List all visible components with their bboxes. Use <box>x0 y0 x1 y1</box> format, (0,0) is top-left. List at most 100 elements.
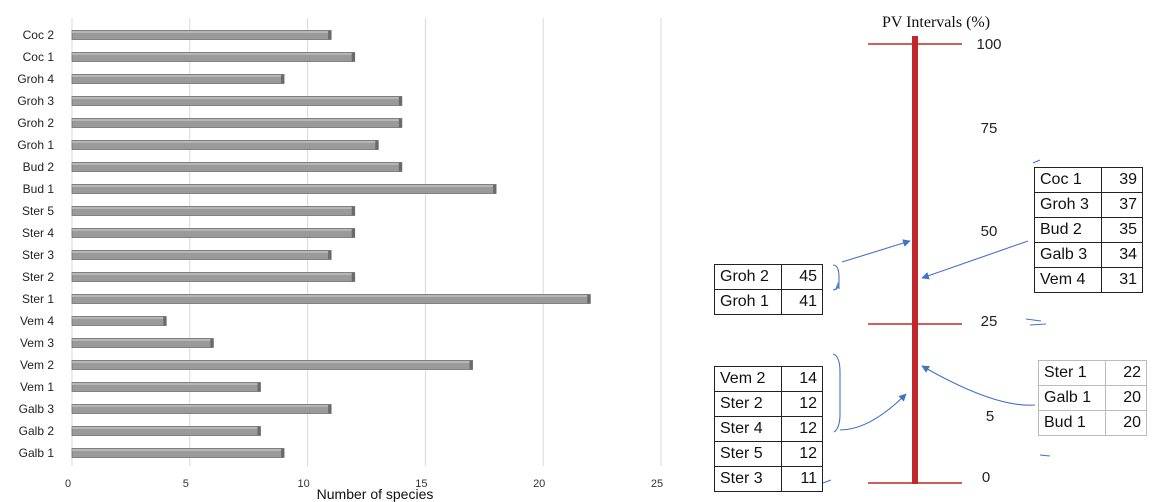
x-tick-label: 20 <box>533 478 545 490</box>
category-label: Bud 2 <box>23 160 55 174</box>
pv-value: 41 <box>782 290 823 315</box>
category-label: Ster 1 <box>22 292 54 306</box>
site-name: Groh 3 <box>1035 193 1102 218</box>
species-bar-chart: Coc 2 Coc 1 Groh 4 Groh 3 Groh 2 Groh 1 Bud 2 B… <box>17 18 663 502</box>
site-name: Coc 1 <box>1035 168 1102 193</box>
bar <box>72 361 473 370</box>
bar <box>72 449 284 458</box>
pv-value: 22 <box>1106 361 1147 386</box>
bar <box>72 339 213 348</box>
category-label: Coc 1 <box>23 50 55 64</box>
bar <box>72 185 496 194</box>
bar-chart-x-axis-label: Number of species <box>317 486 434 502</box>
table-row: Ster 5 12 <box>715 442 823 467</box>
table-row: Ster 3 11 <box>715 467 823 492</box>
category-label: Vem 4 <box>20 314 54 328</box>
table-row: Galb 1 20 <box>1039 386 1147 411</box>
bar <box>72 273 355 282</box>
pv-group-table: Ster 1 22 Galb 1 20 Bud 1 20 <box>1038 360 1147 436</box>
bar <box>72 405 331 414</box>
pv-value: 12 <box>782 392 823 417</box>
bar <box>72 97 402 106</box>
bracket-ster1-bottom <box>1040 455 1050 456</box>
bar <box>72 207 355 216</box>
table-row: Groh 2 45 <box>715 265 823 290</box>
site-name: Groh 2 <box>715 265 782 290</box>
bar-chart-gridlines <box>72 18 661 466</box>
table-row: Galb 3 34 <box>1035 243 1143 268</box>
pv-value: 39 <box>1102 168 1143 193</box>
table-row: Bud 1 20 <box>1039 411 1147 436</box>
bar <box>72 251 331 260</box>
pv-scale-label: 100 <box>976 36 1001 53</box>
bar-chart-bars <box>72 31 590 458</box>
pv-value: 20 <box>1106 386 1147 411</box>
pv-scale-label: 50 <box>981 223 998 240</box>
arrow-groh <box>842 241 910 262</box>
x-tick-label: 0 <box>65 478 71 490</box>
pv-group-table: Vem 2 14 Ster 2 12 Ster 4 12 Ster 5 12 Ster 3 11 <box>714 366 823 492</box>
bar <box>72 119 402 128</box>
table-row: Groh 1 41 <box>715 290 823 315</box>
pv-value: 12 <box>782 417 823 442</box>
pv-title: PV Intervals (%) <box>882 14 990 31</box>
bar <box>72 317 166 326</box>
table-row: Coc 1 39 <box>1035 168 1143 193</box>
site-name: Galb 1 <box>1039 386 1106 411</box>
pv-axis <box>868 36 962 484</box>
bar <box>72 141 378 150</box>
table-row: Vem 4 31 <box>1035 268 1143 293</box>
category-label: Ster 4 <box>22 226 54 240</box>
category-label: Ster 3 <box>22 248 54 262</box>
bar <box>72 31 331 40</box>
category-label: Groh 4 <box>17 72 54 86</box>
bar <box>72 383 260 392</box>
bar <box>72 163 402 172</box>
pv-value: 45 <box>782 265 823 290</box>
pv-value: 31 <box>1102 268 1143 293</box>
site-name: Ster 5 <box>715 442 782 467</box>
bracket-coc-group <box>1026 319 1046 325</box>
bar <box>72 53 355 62</box>
x-tick-label: 5 <box>183 478 189 490</box>
site-name: Groh 1 <box>715 290 782 315</box>
pv-value: 11 <box>782 467 823 492</box>
category-label: Vem 1 <box>20 380 54 394</box>
bar-chart-category-labels: Coc 2 Coc 1 Groh 4 Groh 3 Groh 2 Groh 1 Bud 2 B… <box>17 28 54 460</box>
site-name: Ster 2 <box>715 392 782 417</box>
category-label: Galb 2 <box>19 424 55 438</box>
bracket-vem-group <box>833 354 840 432</box>
pv-scale-labels: 10075502550 <box>976 36 1001 486</box>
site-name: Bud 2 <box>1035 218 1102 243</box>
bar <box>72 295 590 304</box>
site-name: Galb 3 <box>1035 243 1102 268</box>
category-label: Ster 2 <box>22 270 54 284</box>
pv-scale-label: 25 <box>981 313 998 330</box>
site-name: Vem 2 <box>715 367 782 392</box>
category-label: Groh 3 <box>17 94 54 108</box>
site-name: Ster 3 <box>715 467 782 492</box>
pv-group-table: Coc 1 39 Groh 3 37 Bud 2 35 Galb 3 34 Vem 4 31 <box>1034 167 1143 293</box>
category-label: Groh 1 <box>17 138 54 152</box>
bar <box>72 229 355 238</box>
category-label: Coc 2 <box>23 28 55 42</box>
arrow-coc-group <box>922 241 1028 278</box>
site-name: Ster 1 <box>1039 361 1106 386</box>
category-label: Ster 5 <box>22 204 54 218</box>
table-row: Vem 2 14 <box>715 367 823 392</box>
category-label: Groh 2 <box>17 116 54 130</box>
pv-scale-label: 5 <box>986 408 994 425</box>
bracket-coc-top <box>1033 160 1040 163</box>
table-row: Ster 1 22 <box>1039 361 1147 386</box>
pv-value: 34 <box>1102 243 1143 268</box>
table-row: Bud 2 35 <box>1035 218 1143 243</box>
category-label: Galb 1 <box>19 446 55 460</box>
site-name: Ster 4 <box>715 417 782 442</box>
category-label: Vem 2 <box>20 358 54 372</box>
pv-value: 20 <box>1106 411 1147 436</box>
pv-value: 35 <box>1102 218 1143 243</box>
bracket-groh <box>833 265 839 290</box>
table-row: Ster 2 12 <box>715 392 823 417</box>
